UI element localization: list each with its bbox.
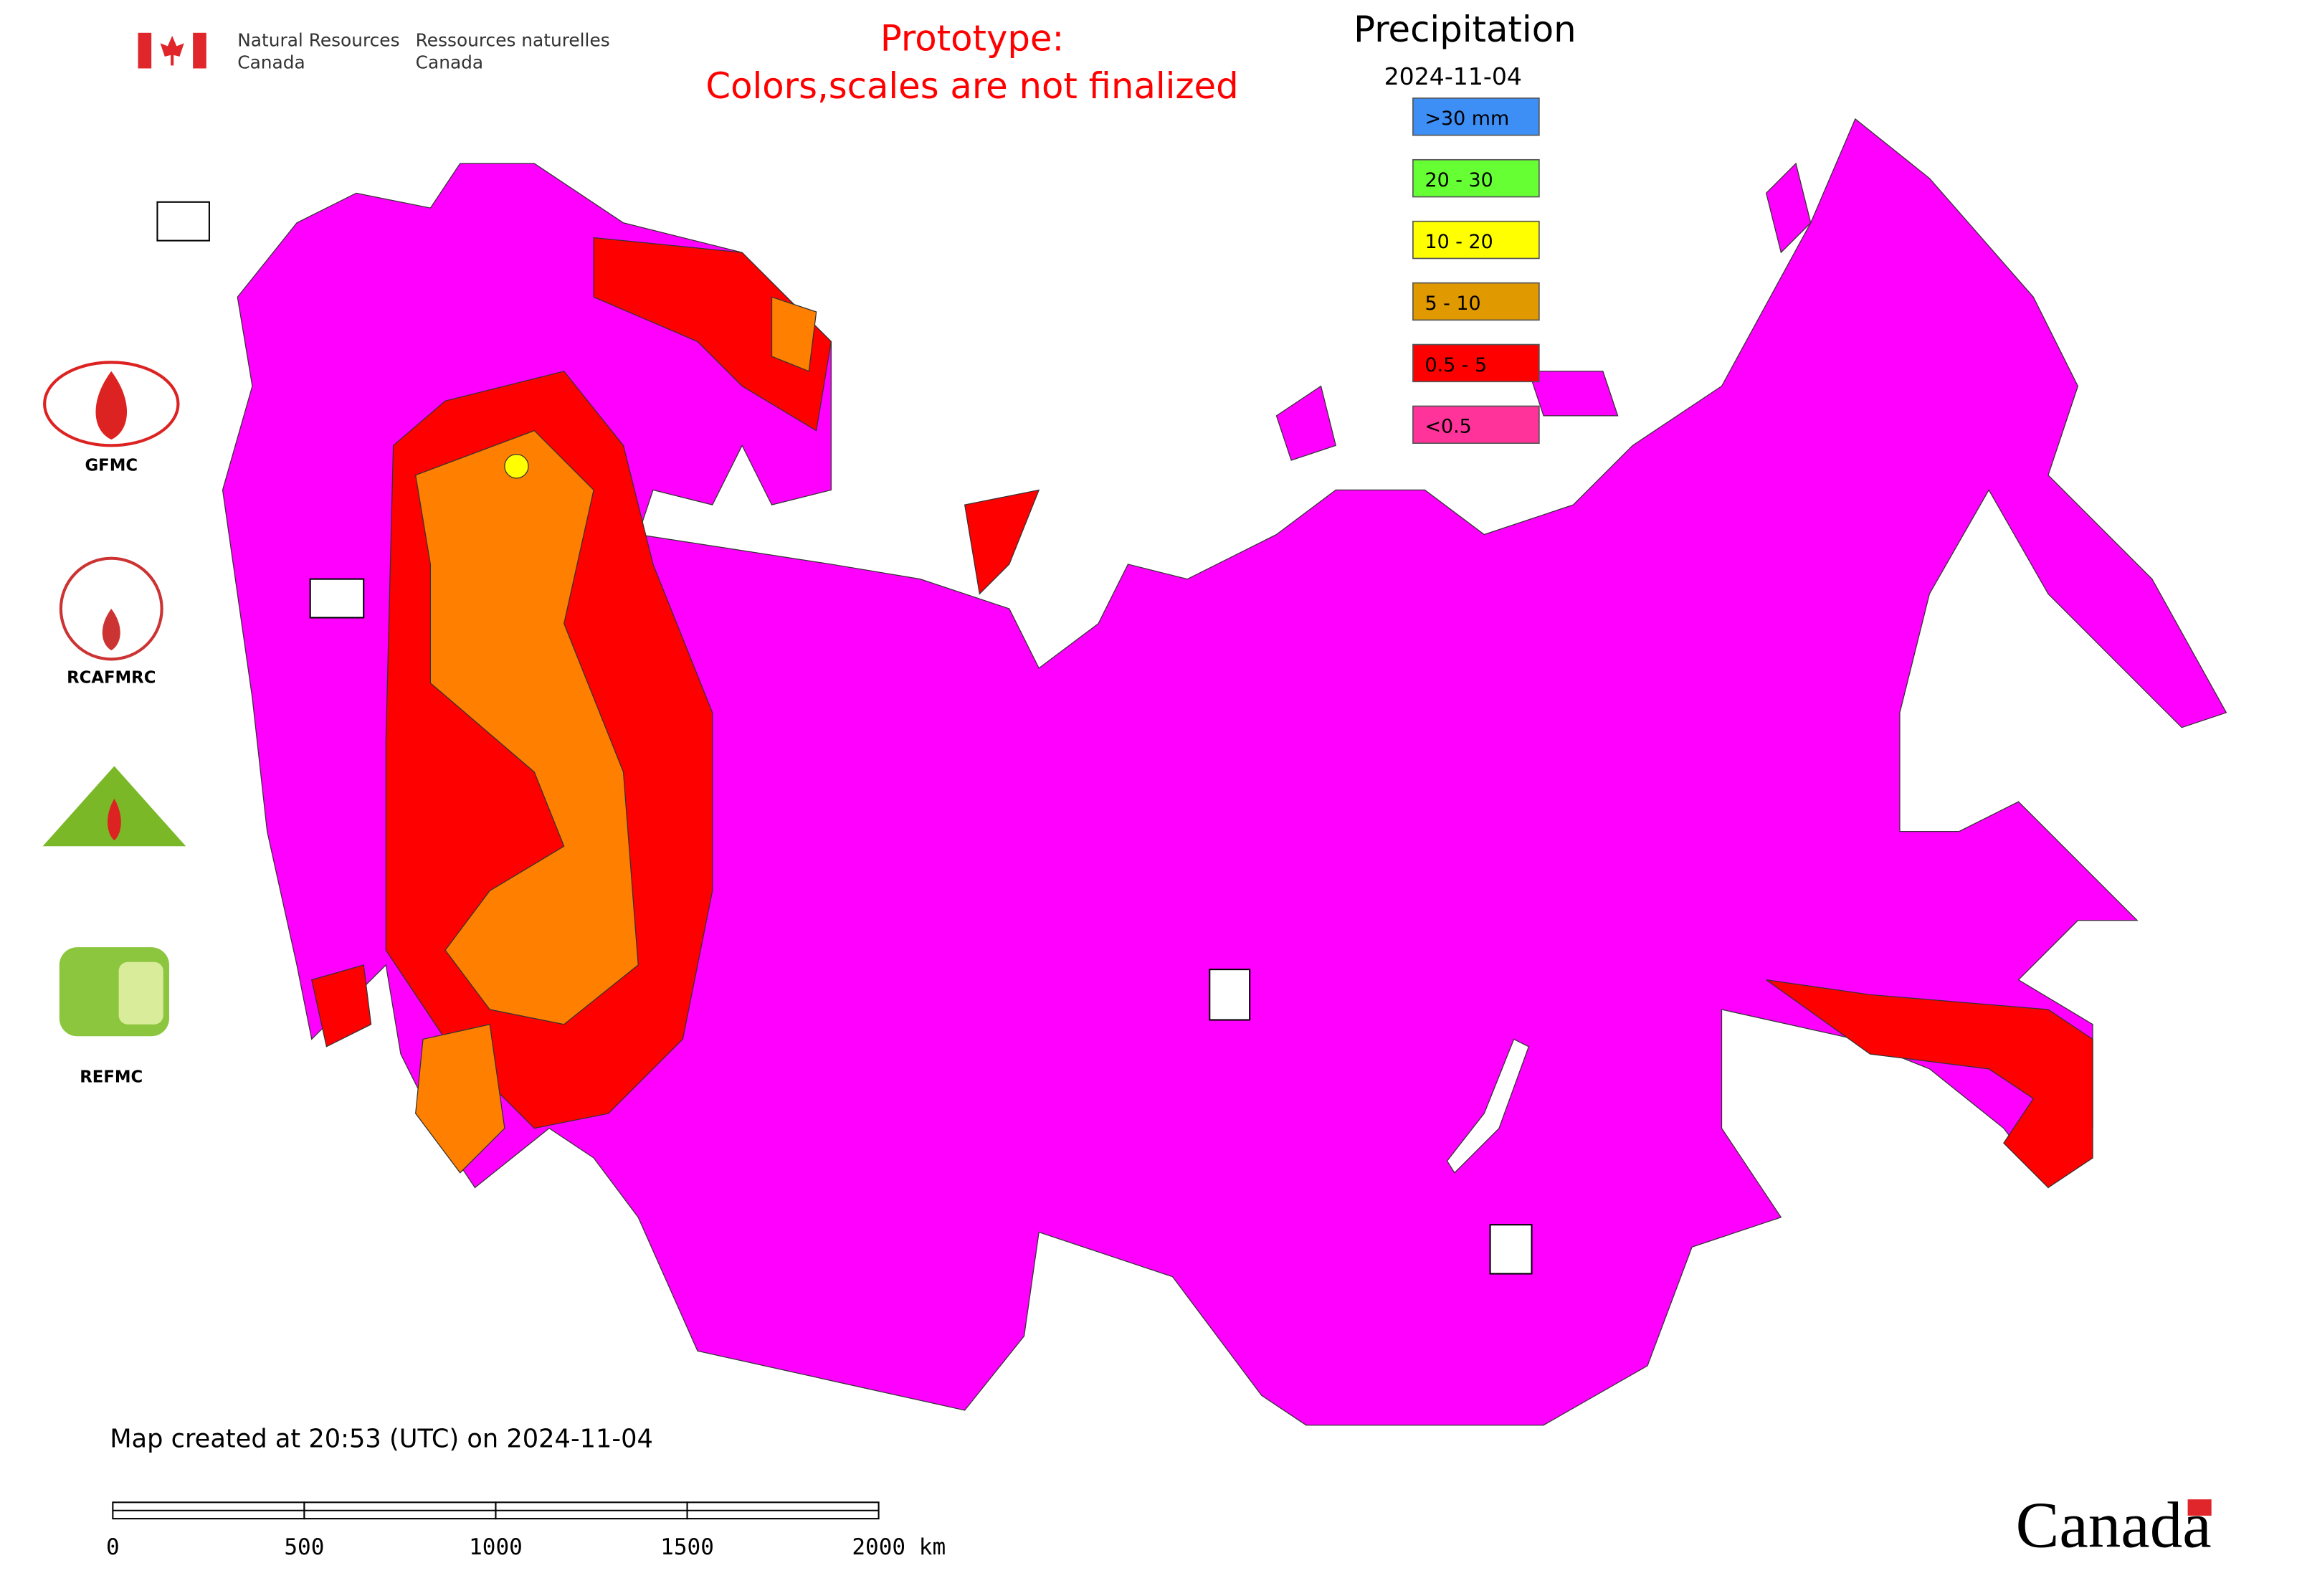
legend-swatch: [1412, 98, 1540, 136]
flag-bar: [193, 32, 206, 69]
maple-leaf: [160, 35, 184, 66]
region-10-20: [504, 454, 529, 479]
agency-en: Canada: [237, 52, 305, 72]
created-note: Map created at 20:53 (UTC) on 2024-11-04: [110, 1425, 653, 1454]
header: Natural Resources Canada Ressources natu…: [138, 18, 1239, 107]
scale-label: 0: [106, 1534, 120, 1560]
legend: Precipitation 2024-11-04 >30 mm 20 - 30 10…: [1354, 9, 1576, 445]
footer: Map created at 20:53 (UTC) on 2024-11-04…: [106, 1425, 2212, 1561]
legend-date: 2024-11-04: [1384, 62, 1522, 90]
agency-fr: Ressources naturelles: [416, 29, 610, 50]
legend-swatch: [1412, 158, 1540, 198]
prototype-notice: Colors,scales are not finalized: [705, 65, 1238, 107]
flame: [102, 609, 120, 651]
logo-label: GFMC: [85, 457, 138, 475]
logo-label: REFMC: [80, 1068, 143, 1086]
gfmc-logo: [43, 361, 180, 447]
logo-label: RCAFMRC: [67, 669, 156, 688]
legend-label: >30 mm: [1425, 108, 1509, 130]
wordmark-flag: [2187, 1499, 2212, 1516]
region-5-10: [415, 296, 817, 1174]
flag-bar: [138, 32, 152, 69]
prototype-notice: Prototype:: [880, 18, 1064, 60]
scale-label: 1000: [469, 1534, 523, 1560]
legend-title: Precipitation: [1354, 9, 1576, 50]
scale-label: 2000 km: [852, 1534, 946, 1560]
region-low: [222, 118, 2227, 1426]
legend-label: 5 - 10: [1425, 293, 1480, 315]
region-0-5-5: [1766, 979, 2093, 1189]
gfmc-marker: [156, 201, 210, 242]
logo-inner: [118, 961, 163, 1025]
scale-label: 500: [284, 1534, 324, 1560]
scale-label: 1500: [660, 1534, 714, 1560]
region-low: [1275, 162, 1812, 461]
logo-band: [39, 846, 189, 865]
flame: [95, 371, 128, 440]
legend-swatch: [1412, 282, 1540, 321]
flame: [108, 799, 121, 841]
region-0-5-5: [311, 237, 1040, 1048]
legend-swatch: [1412, 343, 1540, 383]
legend-label: <0.5: [1425, 416, 1471, 438]
refmc-marker: [1209, 969, 1251, 1021]
legend-label: 10 - 20: [1425, 231, 1493, 253]
agency-en: Natural Resources: [237, 29, 399, 50]
legend-label: 0.5 - 5: [1425, 354, 1487, 376]
logos: GFMC RCAFMRC REFMC: [39, 201, 1533, 1275]
legend-swatch: [1412, 220, 1540, 260]
agency-fr: Canada: [416, 52, 483, 72]
rcafmrc-marker: [1489, 1224, 1533, 1275]
canada-wordmark: Canada: [2016, 1488, 2212, 1561]
legend-swatch: [1412, 405, 1540, 445]
lake-baikal: [1446, 1038, 1530, 1174]
reefmc-marker: [309, 578, 365, 619]
precip-map: [222, 118, 2227, 1426]
region-5-10: [414, 429, 639, 1025]
legend-label: 20 - 30: [1425, 169, 1493, 191]
